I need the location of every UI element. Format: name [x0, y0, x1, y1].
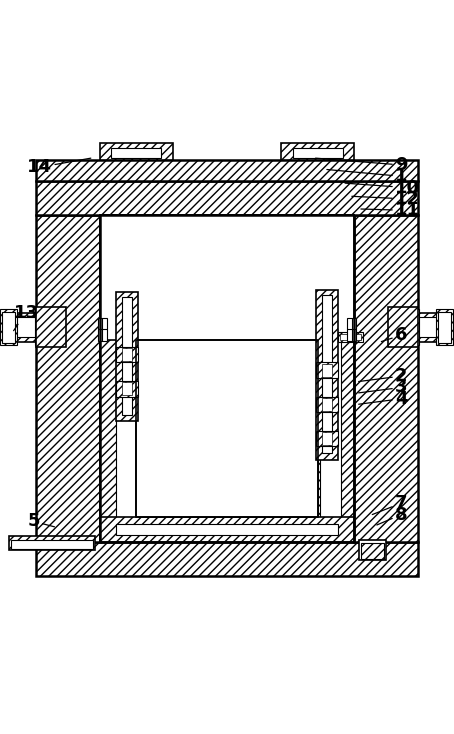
Bar — [100, 215, 354, 340]
Bar — [388, 307, 418, 347]
Bar — [100, 517, 354, 542]
Bar — [320, 215, 340, 542]
Bar — [0, 309, 17, 345]
Bar — [116, 523, 338, 535]
Text: 13: 13 — [14, 304, 39, 331]
Bar — [322, 432, 332, 445]
Bar — [318, 215, 354, 542]
Bar — [9, 536, 95, 550]
Bar — [347, 318, 356, 341]
Bar — [354, 215, 418, 542]
Bar — [122, 349, 132, 361]
Bar — [36, 542, 418, 576]
Text: 2: 2 — [359, 367, 408, 385]
Bar — [359, 540, 386, 560]
Text: 7: 7 — [372, 494, 408, 515]
Bar — [122, 297, 132, 415]
Bar — [293, 148, 343, 158]
Bar — [36, 181, 418, 215]
Bar — [116, 292, 138, 421]
Text: 14: 14 — [27, 158, 91, 176]
Bar — [409, 317, 447, 338]
Bar — [316, 363, 338, 378]
Bar — [338, 332, 363, 342]
Bar — [122, 382, 132, 395]
Bar — [0, 313, 52, 342]
Bar — [35, 309, 52, 345]
Bar — [404, 312, 417, 343]
Bar — [11, 539, 93, 548]
Text: 1: 1 — [327, 167, 408, 185]
Bar — [281, 143, 354, 161]
Bar — [98, 318, 107, 341]
Text: 9: 9 — [316, 156, 408, 174]
Bar — [36, 215, 100, 542]
Bar — [36, 312, 50, 343]
Bar — [116, 381, 138, 396]
Bar — [322, 399, 332, 411]
Bar — [340, 334, 361, 340]
Bar — [316, 431, 338, 446]
Text: 3: 3 — [359, 379, 408, 396]
Bar — [100, 215, 136, 542]
Bar — [7, 317, 45, 338]
Text: 8: 8 — [377, 506, 408, 525]
Text: 5: 5 — [27, 512, 54, 531]
Bar — [2, 312, 15, 343]
Bar — [36, 161, 418, 181]
Bar — [116, 215, 136, 542]
Bar — [436, 309, 453, 345]
Text: 11: 11 — [361, 201, 420, 219]
Text: 6: 6 — [381, 326, 408, 344]
Bar — [402, 309, 419, 345]
Text: 12: 12 — [352, 190, 420, 208]
Bar — [116, 346, 138, 363]
Bar — [402, 313, 454, 342]
Bar — [100, 143, 173, 161]
Bar — [316, 290, 338, 460]
Bar — [36, 307, 66, 347]
Text: 10: 10 — [345, 178, 420, 197]
Text: 4: 4 — [359, 390, 408, 408]
Bar — [322, 295, 332, 454]
Bar — [316, 396, 338, 413]
Bar — [322, 364, 332, 377]
Bar — [438, 312, 451, 343]
Bar — [111, 148, 161, 158]
Bar — [136, 272, 318, 517]
Bar — [361, 542, 384, 559]
